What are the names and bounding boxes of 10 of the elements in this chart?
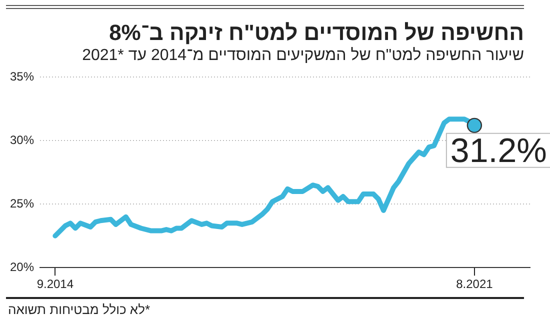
x-tick-label: 9.2014 [36,277,74,292]
text: *לא כולל מבטיחות תשואה [8,302,150,317]
y-tick-label: 25% [10,196,34,210]
x-tick-label: 8.2021 [456,277,494,292]
y-tick-label: 30% [10,132,34,147]
chart-subtitle: שיעור החשיפה למט"ח של המשקיעים המוסדיים מ־2014 עד *2021 [82,47,524,65]
chart-title: החשיפה של המוסדיים למט"ח זינקה ב־8% [109,20,524,46]
y-tick-label: 20% [10,260,34,274]
y-tick-label: 35% [10,70,34,84]
data-label: 31.2% [450,132,547,170]
